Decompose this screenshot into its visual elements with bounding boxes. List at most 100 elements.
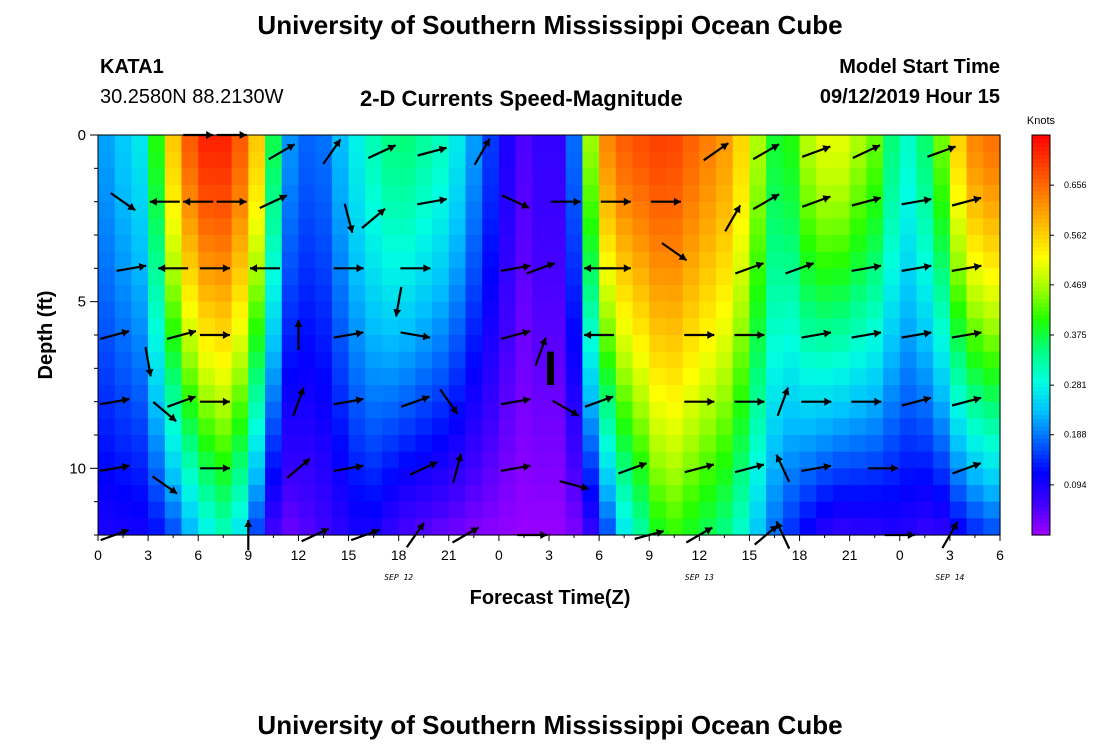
current-arrow <box>684 331 715 339</box>
colorbar-segment <box>1032 291 1050 296</box>
heatmap-cell <box>348 385 366 403</box>
heatmap-cell <box>482 301 500 319</box>
colorbar-segment <box>1032 411 1050 416</box>
heatmap-cell <box>381 168 400 186</box>
heatmap-cell <box>415 451 433 469</box>
colorbar-segment <box>1032 523 1050 528</box>
heatmap-cell <box>816 151 834 169</box>
heatmap-cell <box>515 185 533 203</box>
arrow-head <box>439 196 447 205</box>
heatmap-cell <box>799 168 817 186</box>
heatmap-cell <box>214 201 233 219</box>
current-arrow <box>409 461 438 476</box>
heatmap-cell <box>348 468 366 486</box>
heatmap-cell <box>181 418 199 436</box>
heatmap-cell <box>498 385 517 403</box>
heatmap-cell <box>816 385 834 403</box>
heatmap-cell <box>983 485 1001 503</box>
heatmap-cell <box>448 335 467 353</box>
arrow-head <box>757 397 765 406</box>
heatmap-cell <box>966 285 984 303</box>
heatmap-cell <box>248 185 266 203</box>
heatmap-cell <box>582 268 600 286</box>
heatmap-cell <box>732 301 751 319</box>
heatmap-cell <box>114 401 132 419</box>
heatmap-cell <box>599 168 617 186</box>
heatmap-cell <box>248 301 266 319</box>
heatmap-cell <box>949 435 968 453</box>
heatmap-cell <box>98 385 116 403</box>
heatmap-cell <box>599 201 617 219</box>
heatmap-cell <box>365 351 383 369</box>
colorbar-segment <box>1032 491 1050 496</box>
arrow-head <box>121 329 130 337</box>
arrow-head <box>355 463 364 471</box>
heatmap-cell <box>565 468 583 486</box>
heatmap-cell <box>415 235 433 253</box>
heatmap-cell <box>916 235 934 253</box>
heatmap-cell <box>98 285 116 303</box>
heatmap-cell <box>515 368 533 386</box>
heatmap-cell <box>883 451 901 469</box>
heatmap-cell <box>98 418 116 436</box>
heatmap-cell <box>432 468 450 486</box>
heatmap-cell <box>849 151 867 169</box>
current-arrow <box>951 395 982 407</box>
colorbar-segment <box>1032 135 1050 140</box>
heatmap-cell <box>599 318 617 336</box>
heatmap-cell <box>582 151 600 169</box>
heatmap-cell <box>198 135 216 153</box>
heatmap-cell <box>632 335 650 353</box>
heatmap-cell <box>632 318 650 336</box>
heatmap-cell <box>883 201 901 219</box>
heatmap-cell <box>632 351 650 369</box>
heatmap-cell <box>315 268 333 286</box>
heatmap-cell <box>682 368 700 386</box>
x-tick-label: 12 <box>692 547 708 563</box>
heatmap-cell <box>198 318 216 336</box>
heatmap-cell <box>549 518 567 536</box>
heatmap-cell <box>532 368 550 386</box>
colorbar-segment <box>1032 527 1050 532</box>
heatmap-cell <box>515 451 533 469</box>
arrow-head <box>923 395 931 404</box>
heatmap-cell <box>549 301 567 319</box>
heatmap-cell <box>649 351 667 369</box>
arrow-head <box>239 197 247 206</box>
heatmap-cell <box>231 268 249 286</box>
heatmap-cell <box>649 168 667 186</box>
heatmap-cell <box>148 251 166 269</box>
heatmap-cell <box>933 435 951 453</box>
heatmap-cell <box>649 501 667 519</box>
heatmap-cell <box>699 201 717 219</box>
heatmap-cell <box>565 385 583 403</box>
arrow-head <box>873 263 882 271</box>
heatmap-cell <box>682 168 700 186</box>
heatmap-cell <box>582 235 600 253</box>
heatmap-cell <box>615 185 634 203</box>
heatmap-cell <box>682 418 700 436</box>
heatmap-cell <box>164 201 183 219</box>
heatmap-cell <box>632 151 650 169</box>
heatmap-cell <box>766 218 784 236</box>
heatmap-cell <box>198 185 216 203</box>
heatmap-cell <box>565 151 583 169</box>
heatmap-cell <box>415 185 433 203</box>
heatmap-cell <box>265 235 283 253</box>
heatmap-cell <box>248 435 266 453</box>
heatmap-cell <box>883 235 901 253</box>
heatmap-cell <box>615 518 634 536</box>
heatmap-cell <box>398 251 416 269</box>
colorbar-segment <box>1032 191 1050 196</box>
station-coords: 30.2580N 88.2130W <box>100 86 284 108</box>
heatmap-cell <box>716 468 734 486</box>
heatmap-cell <box>231 368 249 386</box>
heatmap-cell <box>832 201 851 219</box>
heatmap-cell <box>615 368 634 386</box>
heatmap-cell <box>899 168 918 186</box>
current-arrow <box>166 329 197 340</box>
heatmap-cell <box>615 335 634 353</box>
current-arrow <box>951 329 982 339</box>
heatmap-cell <box>665 468 684 486</box>
heatmap-cell <box>498 268 517 286</box>
